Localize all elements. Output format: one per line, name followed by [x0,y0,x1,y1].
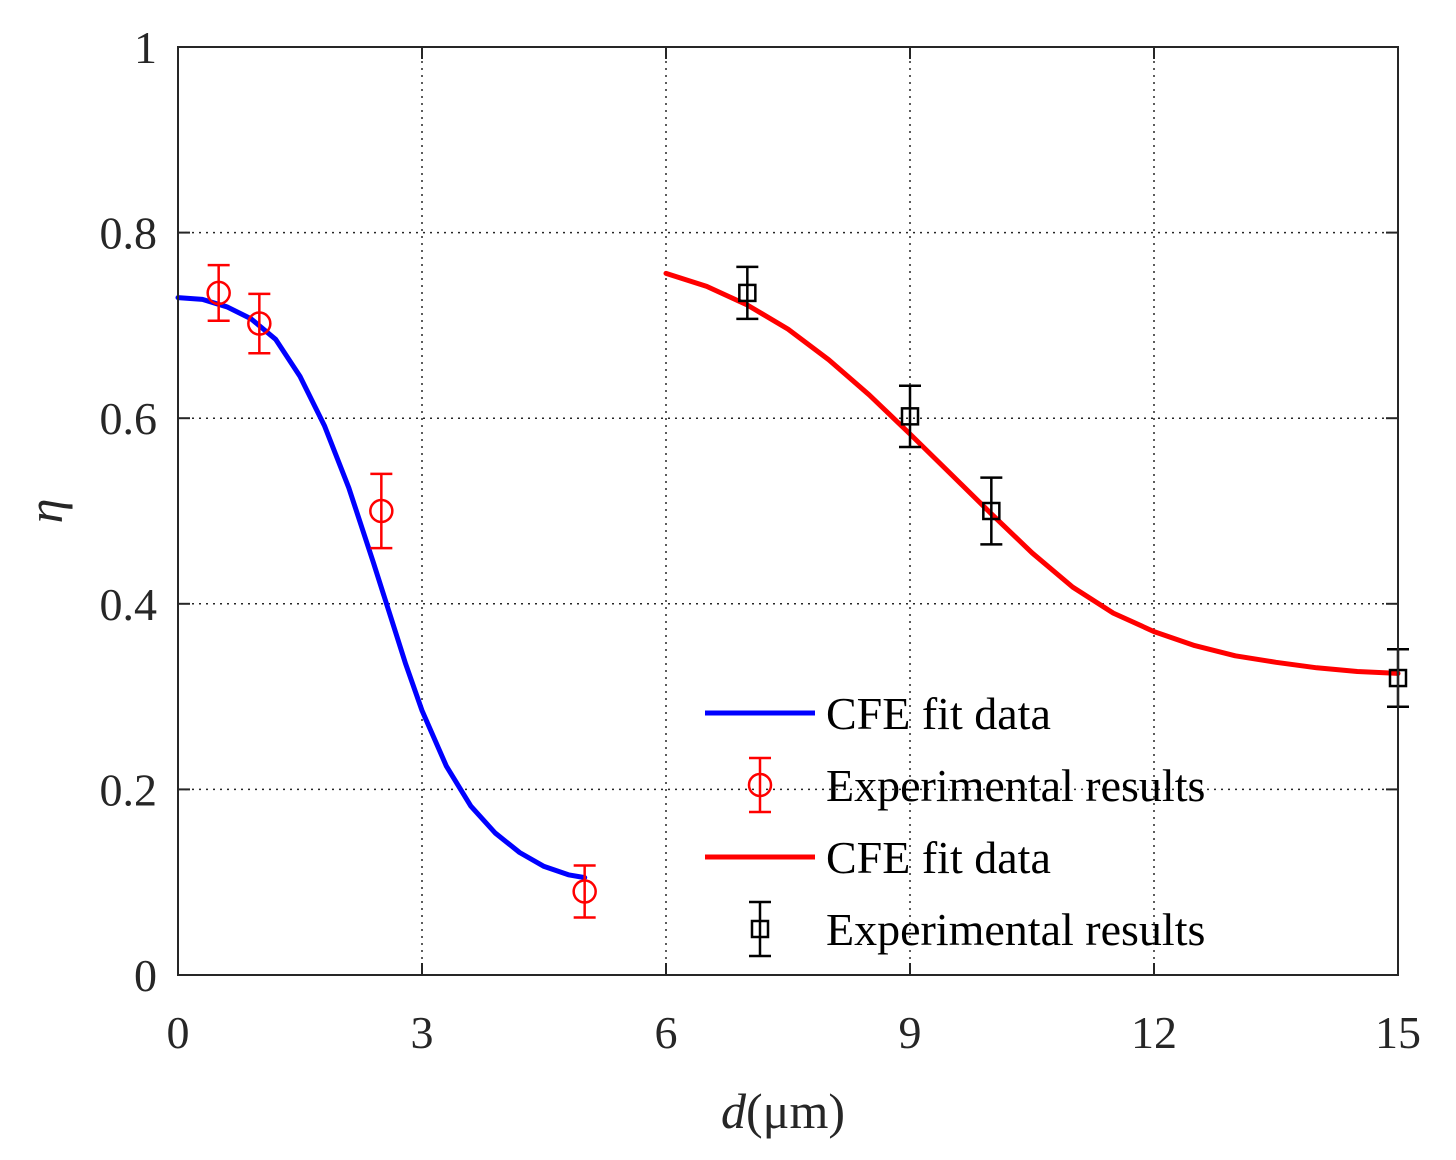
plot-area-frame [177,46,1399,976]
y-tick-label: 0.2 [100,764,158,815]
legend-label: CFE fit data [826,832,1051,883]
circle-marker [247,311,272,336]
legend-label: Experimental results [826,904,1205,955]
legend-entry-4: Experimental results [749,900,1205,958]
tick-labels: 0 3 6 9 12 15 0 0.2 0.4 0.6 0.8 1 [100,22,1422,1058]
y-tick-label: 0.8 [100,208,158,259]
legend-label: CFE fit data [826,688,1051,739]
x-tick-label: 15 [1375,1007,1421,1058]
series-3 [663,270,1401,676]
square-marker [982,501,1001,521]
data-point [980,476,1003,546]
x-tick-label: 3 [411,1007,434,1058]
fit-line [175,295,588,881]
axis-ticks [177,46,1399,976]
data-point [369,472,394,550]
plot-series [175,263,1409,919]
legend-square-marker [750,919,770,939]
x-tick-label: 9 [899,1007,922,1058]
y-tick-label: 0.4 [100,579,158,630]
fit-line [663,270,1401,676]
square-marker [900,407,920,426]
x-axis-label-var: d [721,1083,747,1139]
legend: CFE fit data Experimental results CFE fit … [705,688,1205,958]
x-tick-label: 0 [167,1007,190,1058]
legend-entry-2: Experimental results [747,756,1205,814]
x-tick-label: 6 [655,1007,678,1058]
series-1 [175,295,588,881]
data-point [899,384,921,449]
legend-label: Experimental results [826,760,1205,811]
x-tick-label: 12 [1131,1007,1177,1058]
gridlines [178,47,1398,975]
y-tick-label: 0 [134,950,157,1001]
circle-marker [369,498,394,524]
series-2 [206,263,597,919]
y-tick-label: 1 [134,22,157,73]
x-axis-label: d(μm) [721,1083,845,1139]
square-marker [738,283,757,303]
data-point [572,864,597,919]
circle-marker [572,879,597,904]
x-axis-label-unit: (μm) [746,1083,845,1139]
legend-entry-3: CFE fit data [705,832,1051,883]
legend-entry-1: CFE fit data [705,688,1051,739]
y-axis-label: η [17,499,73,524]
y-tick-label: 0.6 [100,393,158,444]
data-point [206,263,231,323]
data-point [247,292,272,355]
legend-circle-marker [747,772,773,798]
circle-marker [206,280,231,306]
data-point [736,265,759,321]
